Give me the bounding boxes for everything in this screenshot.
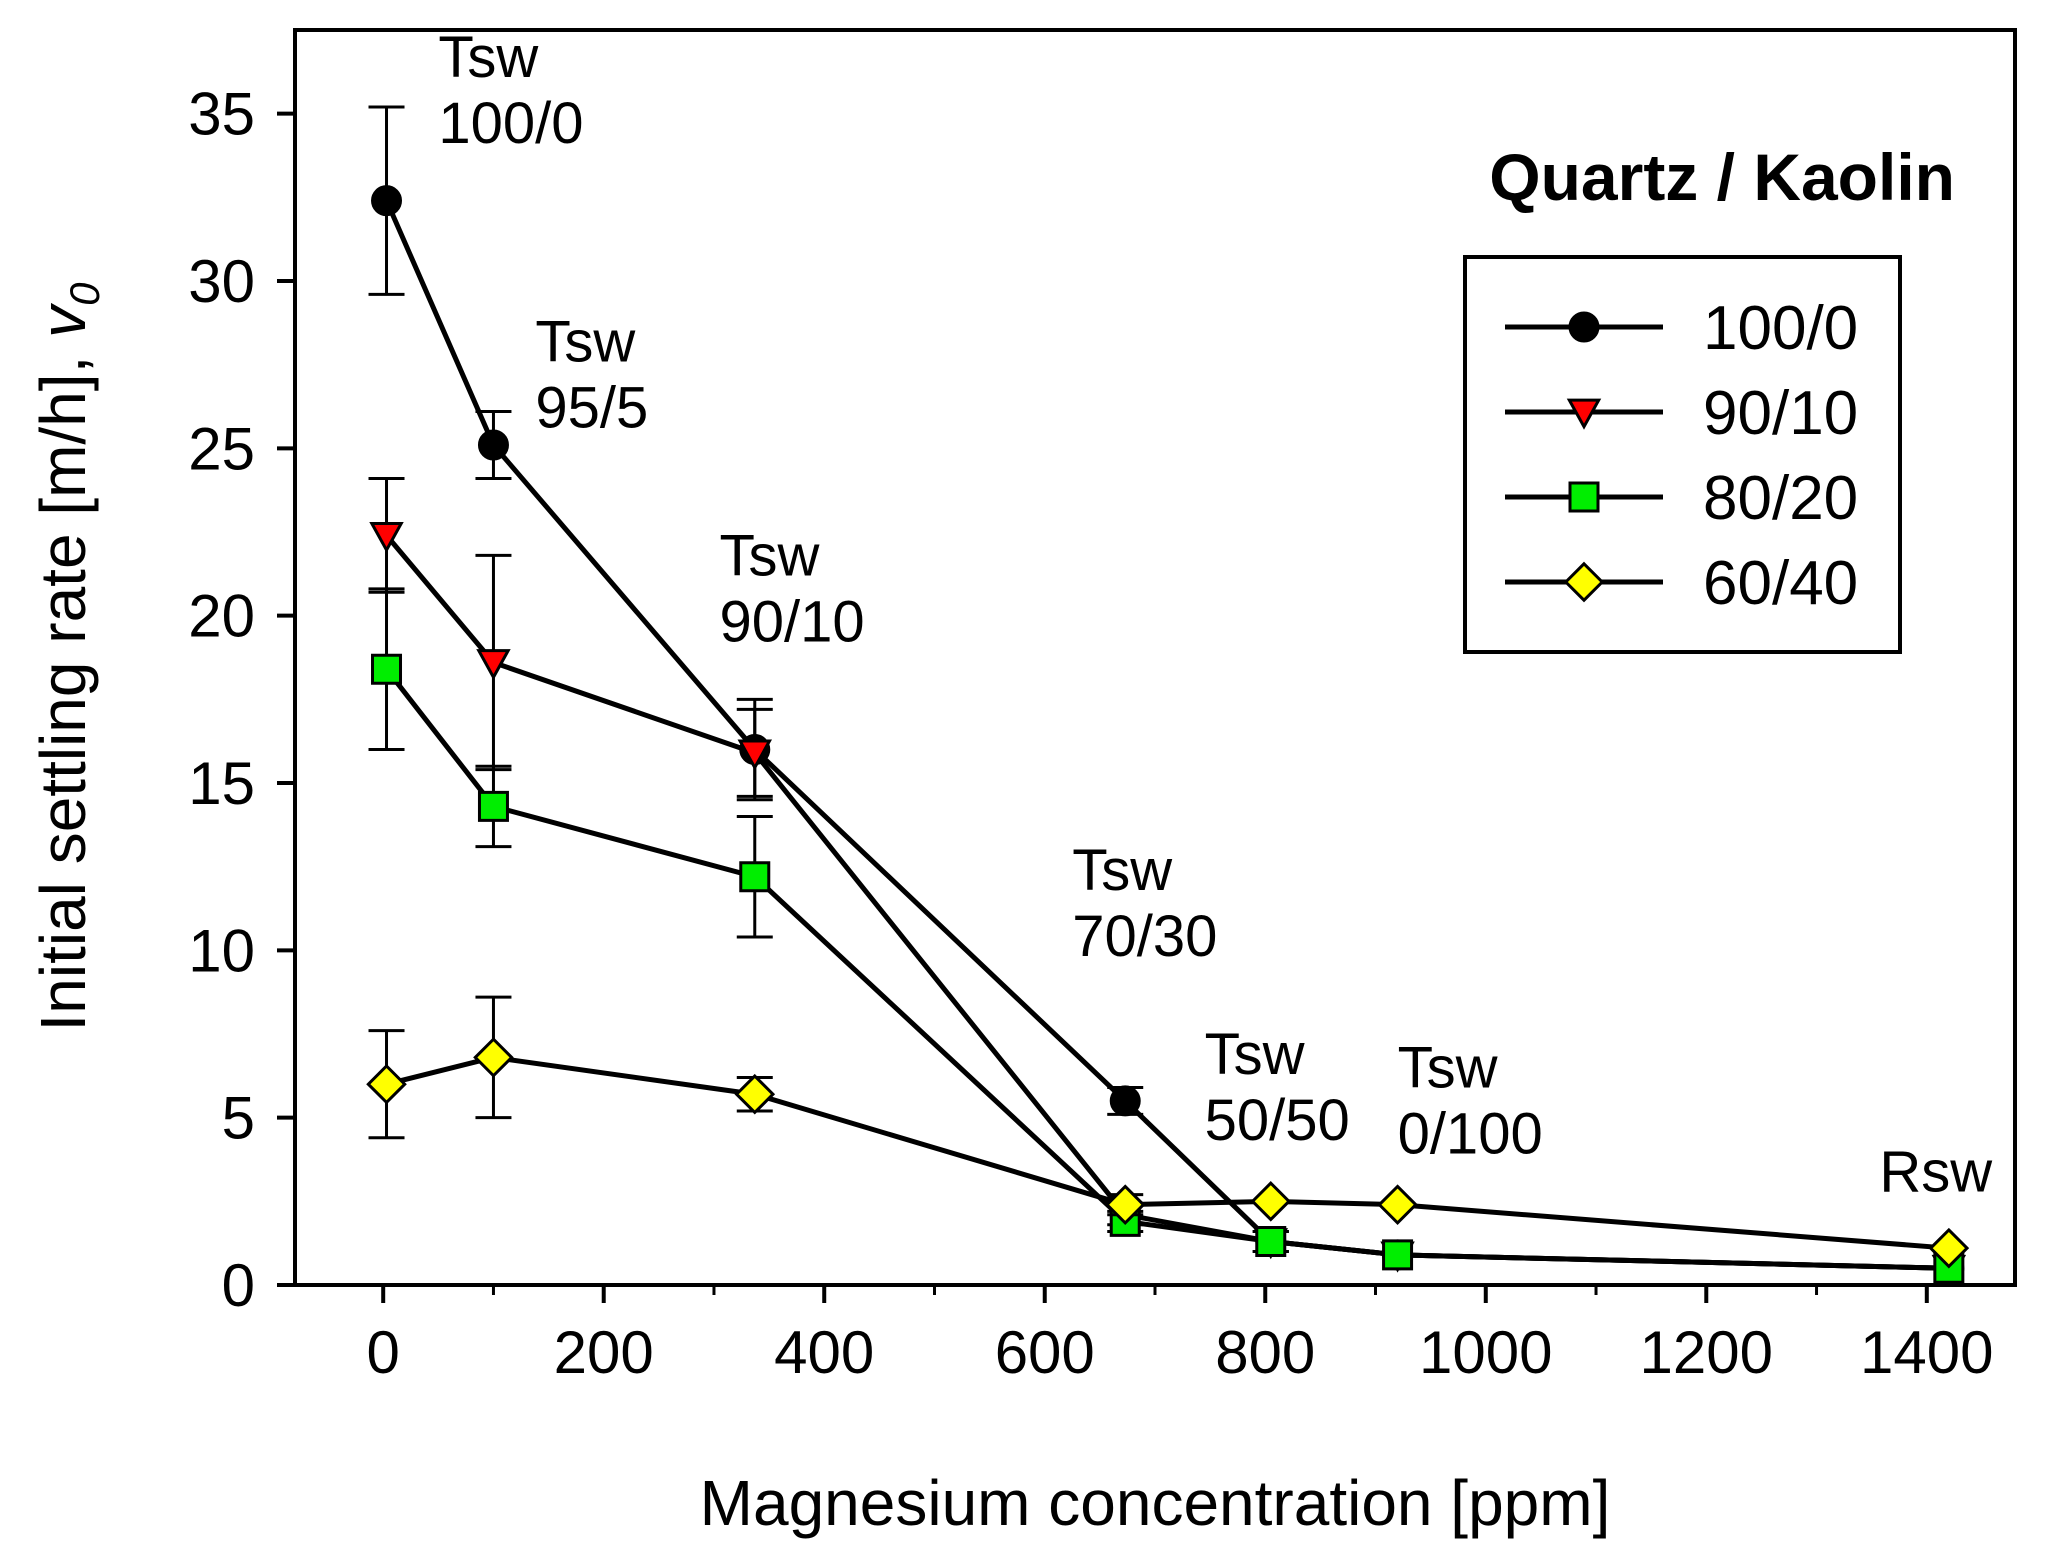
data-point-100-0-3	[1109, 1085, 1141, 1117]
annotation-tsw-50-50: Tsw 50/50	[1205, 1022, 1350, 1153]
data-point-80-20-1	[477, 790, 509, 822]
y-tick-label-5: 5	[222, 1085, 255, 1152]
data-point-60-40-0	[366, 1063, 407, 1105]
legend-box	[1463, 255, 1902, 654]
annotation-line: 95/5	[535, 375, 648, 440]
data-point-90-10-2	[737, 739, 773, 771]
annotation-line: Tsw	[1398, 1036, 1499, 1101]
annotation-tsw-100-0: Tsw 100/0	[438, 25, 583, 156]
annotation-rsw: Rsw	[1879, 1139, 1993, 1204]
y-tick-label-15: 15	[188, 750, 255, 817]
y-axis-title-subscript: 0	[61, 282, 108, 306]
data-point-100-0-1	[477, 429, 509, 461]
annotation-line: Tsw	[1072, 838, 1173, 903]
legend-entries: 100/0 90/10 80/20 60/40	[1505, 294, 1858, 618]
data-point-60-40-3	[1104, 1184, 1146, 1226]
x-tick-label-200: 200	[554, 1319, 654, 1386]
x-tick-label-1000: 1000	[1419, 1319, 1552, 1386]
annotation-line: Tsw	[438, 25, 539, 90]
legend-label: 80/20	[1703, 464, 1858, 533]
annotation-line: Tsw	[535, 309, 636, 374]
x-tick-label-0: 0	[367, 1319, 400, 1386]
annotation-line: 90/10	[719, 590, 864, 655]
y-tick-label-20: 20	[188, 583, 255, 650]
data-point-60-40-1	[473, 1037, 514, 1078]
legend-entry-60-40: 60/40	[1505, 549, 1858, 618]
legend-marker	[1566, 398, 1602, 430]
data-point-80-20-5	[1382, 1239, 1414, 1271]
y-tick-label-30: 30	[188, 248, 255, 315]
data-point-80-20-0	[371, 653, 403, 685]
legend-marker	[1568, 481, 1600, 513]
legend-label: 90/10	[1703, 379, 1858, 448]
series-60-40	[366, 995, 1970, 1269]
legend-label: 100/0	[1703, 294, 1858, 363]
annotation-tsw-90-10: Tsw 90/10	[719, 524, 864, 655]
data-point-90-10-0	[369, 521, 404, 554]
y-tick-label-25: 25	[188, 415, 255, 482]
legend-marker	[1563, 561, 1605, 603]
x-tick-label-800: 800	[1215, 1319, 1315, 1386]
data-point-60-40-5	[1377, 1184, 1418, 1226]
y-tick-label-10: 10	[188, 917, 255, 984]
annotation-line: 50/50	[1205, 1088, 1350, 1153]
data-point-80-20-4	[1255, 1225, 1287, 1257]
annotation-line: Rsw	[1879, 1139, 1993, 1204]
annotation-tsw-95-5: Tsw 95/5	[535, 309, 648, 440]
legend-marker	[1568, 311, 1600, 343]
annotation-line: 100/0	[438, 91, 583, 156]
x-tick-label-600: 600	[995, 1319, 1095, 1386]
annotation-line: Tsw	[719, 524, 820, 589]
annotation-tsw-0-100: Tsw 0/100	[1398, 1036, 1543, 1167]
x-tick-label-1400: 1400	[1860, 1319, 1993, 1386]
series-layer	[366, 105, 1970, 1287]
y-tick-label-35: 35	[188, 81, 255, 148]
annotation-line: 0/100	[1398, 1102, 1543, 1167]
data-point-60-40-4	[1250, 1181, 1292, 1222]
data-point-90-10-1	[476, 649, 511, 681]
y-axis: 0 5 10 15 20 25 30 35	[188, 81, 295, 1319]
legend-entry-100-0: 100/0	[1505, 294, 1858, 363]
y-axis-title-main: Initial settling rate [m/h],	[27, 338, 99, 1032]
data-point-80-20-2	[739, 861, 771, 893]
annotation-tsw-70-30: Tsw 70/30	[1072, 838, 1217, 969]
legend-entry-90-10: 90/10	[1505, 379, 1858, 448]
data-point-60-40-2	[734, 1073, 776, 1115]
legend-title: Quartz / Kaolin	[1489, 140, 1955, 214]
legend-label: 60/40	[1703, 549, 1858, 618]
legend-entry-80-20: 80/20	[1505, 464, 1858, 533]
data-point-100-0-0	[371, 185, 403, 217]
data-point-60-40-6	[1928, 1227, 1970, 1269]
x-tick-label-400: 400	[774, 1319, 874, 1386]
y-axis-title: Initial settling rate [m/h], v0	[27, 282, 108, 1032]
x-tick-label-1200: 1200	[1640, 1319, 1773, 1386]
y-tick-label-0: 0	[222, 1252, 255, 1319]
annotation-line: Tsw	[1205, 1022, 1306, 1087]
series-line-60-40	[385, 1054, 1950, 1251]
x-axis-title: Magnesium concentration [ppm]	[700, 1467, 1611, 1539]
annotation-line: 70/30	[1072, 904, 1217, 969]
y-axis-title-symbol: v	[27, 302, 99, 338]
x-axis: 0 200 400 600 800 1000 1200 1400	[367, 1285, 1994, 1386]
plot-frame	[293, 28, 2017, 1287]
